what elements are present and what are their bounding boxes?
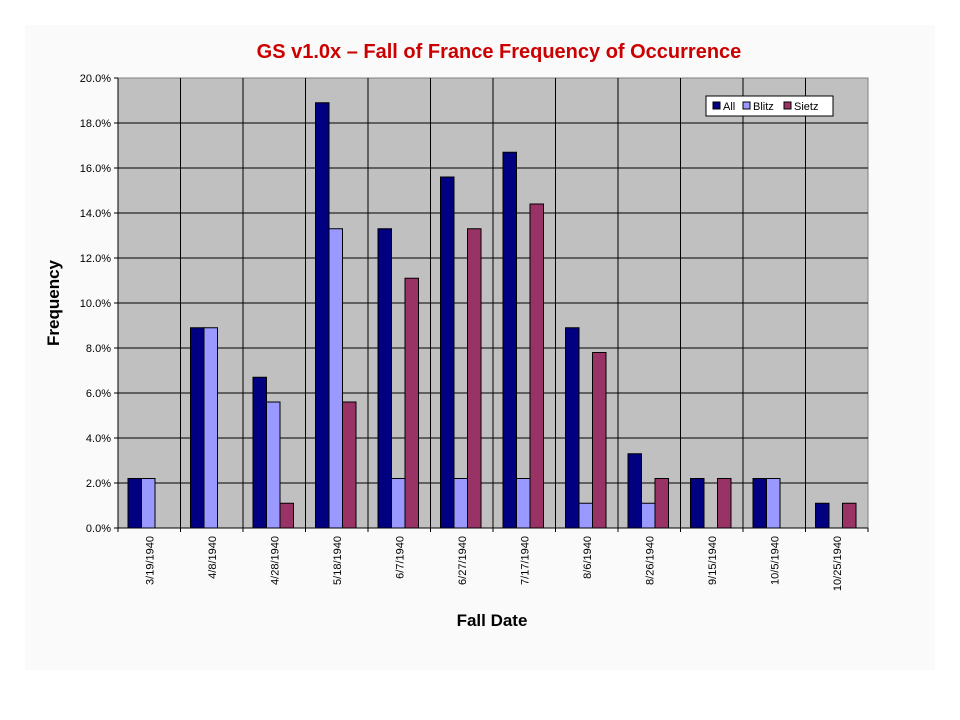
bar-all xyxy=(252,376,267,529)
legend-label-all: All xyxy=(723,101,735,113)
y-axis-title: Frequency xyxy=(44,259,63,346)
y-tick-label: 12.0% xyxy=(80,253,111,265)
y-tick-label: 0.0% xyxy=(86,523,111,535)
y-tick-label: 10.0% xyxy=(80,298,111,310)
bar-all xyxy=(815,502,830,529)
bar-all xyxy=(752,478,767,529)
legend: All Blitz Sietz xyxy=(705,95,834,117)
bar-all xyxy=(190,327,205,529)
legend-swatch-all xyxy=(712,101,721,110)
bar-sietz xyxy=(342,401,357,529)
y-tick-label: 18.0% xyxy=(80,118,111,130)
legend-label-sietz: Sietz xyxy=(794,101,818,113)
legend-label-blitz: Blitz xyxy=(753,101,774,113)
bar-sietz xyxy=(717,478,732,529)
bar-blitz xyxy=(391,478,406,529)
y-tick-label: 4.0% xyxy=(86,433,111,445)
bar-all xyxy=(627,453,642,529)
legend-swatch-sietz xyxy=(783,101,792,110)
bar-sietz xyxy=(467,228,482,529)
chart-title: GS v1.0x – Fall of France Frequency of O… xyxy=(257,41,742,63)
y-tick-label: 14.0% xyxy=(80,208,111,220)
bar-sietz xyxy=(404,277,419,529)
bar-sietz xyxy=(279,502,294,529)
legend-box xyxy=(705,95,834,117)
bar-blitz xyxy=(266,401,281,529)
bar-blitz xyxy=(641,502,656,529)
bar-all xyxy=(565,327,580,529)
y-tick-label: 2.0% xyxy=(86,478,111,490)
y-tick-label: 8.0% xyxy=(86,343,111,355)
bar-sietz xyxy=(529,203,544,529)
bar-blitz xyxy=(453,478,468,529)
y-tick-label: 6.0% xyxy=(86,388,111,400)
x-tick-label: 9/15/1940 xyxy=(707,536,719,585)
bar-all xyxy=(377,228,392,529)
bar-all xyxy=(315,102,330,529)
x-tick-label: 7/17/1940 xyxy=(519,536,531,585)
bar-blitz xyxy=(766,478,781,529)
legend-swatch-blitz xyxy=(742,101,751,110)
bar-all xyxy=(690,478,705,529)
x-tick-label: 5/18/1940 xyxy=(332,536,344,585)
y-tick-label: 20.0% xyxy=(80,73,111,85)
x-tick-label: 8/26/1940 xyxy=(644,536,656,585)
bar-all xyxy=(440,176,455,529)
bar-all xyxy=(127,478,142,529)
bar-sietz xyxy=(592,352,607,529)
bar-blitz xyxy=(516,478,531,529)
x-tick-label: 8/6/1940 xyxy=(582,536,594,579)
bar-blitz xyxy=(141,478,156,529)
bar-all xyxy=(502,151,517,529)
x-tick-label: 10/5/1940 xyxy=(769,536,781,585)
x-tick-label: 3/19/1940 xyxy=(144,536,156,585)
bar-sietz xyxy=(842,502,857,529)
x-tick-label: 10/25/1940 xyxy=(832,536,844,591)
bar-blitz xyxy=(328,228,343,529)
bar-sietz xyxy=(654,478,669,529)
bar-blitz xyxy=(578,502,593,529)
x-tick-label: 4/8/1940 xyxy=(207,536,219,579)
x-tick-label: 6/27/1940 xyxy=(457,536,469,585)
y-tick-label: 16.0% xyxy=(80,163,111,175)
x-tick-label: 6/7/1940 xyxy=(394,536,406,579)
x-axis-title: Fall Date xyxy=(457,611,528,630)
x-tick-label: 4/28/1940 xyxy=(269,536,281,585)
bar-blitz xyxy=(203,327,218,529)
